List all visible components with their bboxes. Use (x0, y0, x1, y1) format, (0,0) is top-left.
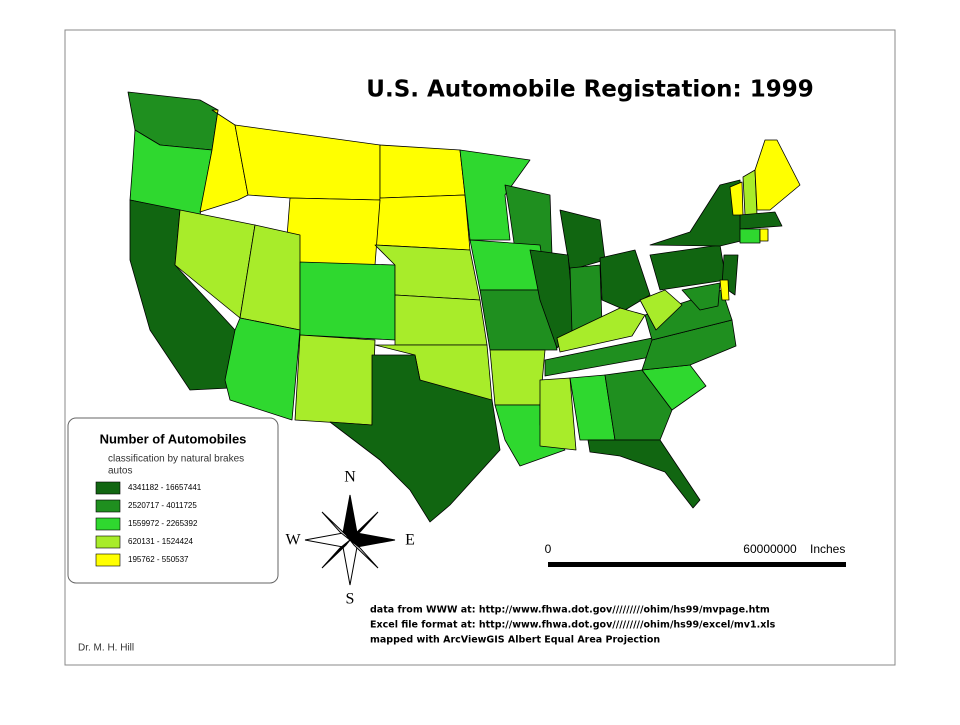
state (599, 249, 651, 311)
legend-rows: 4341182 - 16657441 2520717 - 4011725 15599… (95, 481, 202, 567)
compass-east: E (405, 532, 415, 549)
state (559, 209, 606, 271)
legend-swatch (95, 517, 121, 531)
state (649, 179, 746, 247)
legend-title: Number of Automobiles (100, 431, 247, 446)
scale-bar (548, 562, 846, 567)
state (299, 261, 396, 341)
note-line: mapped with ArcViewGIS Albert Equal Area… (370, 635, 660, 646)
legend-swatch (95, 481, 121, 495)
note-line: Excel file format at: http://www.fhwa.do… (370, 620, 776, 631)
scale-start: 0 (545, 542, 552, 556)
state (379, 144, 466, 199)
state (759, 228, 769, 242)
legend-swatch (95, 535, 121, 549)
state (329, 354, 501, 523)
state (754, 139, 801, 211)
notes: data from WWW at: http://www.fhwa.dot.go… (370, 605, 776, 646)
state (394, 294, 488, 346)
state (604, 369, 673, 441)
scale-unit: Inches (810, 542, 845, 556)
legend-unit: autos (108, 466, 132, 477)
compass-north: N (344, 469, 356, 486)
state (479, 289, 558, 351)
note-line: data from WWW at: http://www.fhwa.dot.go… (370, 605, 770, 616)
state (489, 349, 546, 406)
state (539, 377, 577, 451)
legend-swatch (95, 499, 121, 513)
compass-west: W (285, 532, 301, 549)
legend-label: 4341182 - 16657441 (128, 483, 202, 492)
legend-label: 195762 - 550537 (128, 555, 189, 564)
state (719, 279, 730, 301)
state (639, 289, 683, 331)
legend-label: 1559972 - 2265392 (128, 519, 198, 528)
state (742, 169, 758, 216)
states (127, 91, 801, 523)
state (556, 307, 646, 353)
state (587, 439, 701, 509)
state (681, 282, 721, 311)
legend-label: 2520717 - 4011725 (128, 501, 197, 510)
state (459, 149, 531, 241)
state (739, 228, 761, 244)
compass-south: S (346, 591, 355, 608)
state (739, 211, 783, 230)
state (374, 194, 471, 251)
state (294, 334, 376, 426)
compass-rose (304, 494, 396, 586)
map-title: U.S. Automobile Registation: 1999 (366, 77, 813, 103)
legend-swatch (95, 553, 121, 567)
legend-label: 620131 - 1524424 (128, 537, 194, 546)
author: Dr. M. H. Hill (78, 643, 134, 654)
scale-end: 60000000 (743, 542, 797, 556)
legend-box (67, 417, 279, 584)
legend-subtitle: classification by natural brakes (108, 454, 244, 465)
